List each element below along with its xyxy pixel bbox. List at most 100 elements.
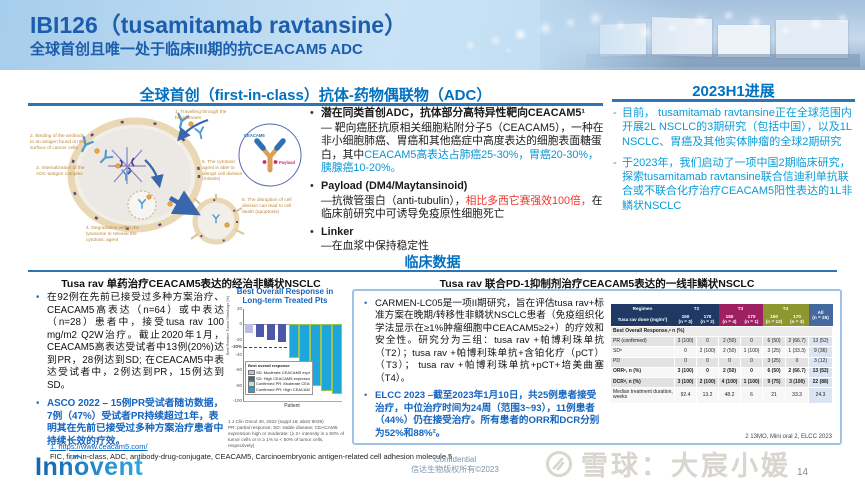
table-row-label: PD (610, 356, 675, 368)
diagram-step-label: 2. Binding of the antibody to an antigen… (30, 134, 86, 151)
slide-title: IBI126（tusamitamab ravtansine） (30, 12, 408, 38)
slide-header: IBI126（tusamitamab ravtansine） 全球首创且唯一处于… (0, 0, 865, 70)
table-header-cell: 150 (n = 3) (674, 312, 697, 327)
table-row: SDᵇ 0 2 (100) 2 (50) 1 (100) 3 (25) 1 (33.3) 9 … (610, 346, 834, 358)
bullet-marker: - (613, 156, 617, 169)
diagram-step-label: 4. Degradation within the lysosome to re… (86, 226, 140, 243)
table-cell: 0 (740, 366, 764, 378)
bullet-marker: • (36, 398, 40, 410)
adc-bullet-text: —抗微管蛋白（anti-tubulin）， (321, 194, 466, 207)
chart-bar (277, 324, 286, 342)
table-cell: 4 (100) (718, 376, 742, 388)
adc-bullet-highlight: CEACAM5高表达占肺癌25-30%，胃癌20-30%，胰腺癌10-20%。 (321, 148, 599, 175)
payload-icon (94, 121, 230, 228)
table-cell: 0 (695, 336, 720, 348)
watermark-text: 雪球：大宸小媛 (581, 451, 791, 481)
table-header-cell: Regimen (610, 304, 675, 313)
table-row: ORRᶜ, n (%) 3 (100) 0 2 (50) 0 6 (50) 2 (66.7)… (610, 366, 834, 378)
chart-title: Best Overall Response in Long-term Treat… (236, 287, 334, 305)
mono-bullet-asco: ASCO 2022 – 15例PR受试者随访数据，7例（47%）受试者PR持续超… (47, 398, 224, 447)
legend-swatch (248, 369, 255, 376)
chart-bar (266, 324, 276, 341)
table-header-cell: 170 (n = 1) (740, 312, 763, 327)
confidential-notice: Confidential 信达生物版权所有©2023 (380, 455, 530, 476)
adc-bullet-list: • 潜在同类首创ADC，抗体部分高特异性靶向CEACAM5¹ — 靶向癌胚抗原相… (310, 107, 606, 258)
table-cell: 3 (100) (674, 336, 697, 348)
adc-bullet-body: — 靶向癌胚抗原相关细胞粘附分子5（CEACAM5），一种在非小细胞肺癌、胃癌和… (321, 122, 606, 176)
adc-mechanism-illustration: CEACAM5 Payload (67, 112, 302, 245)
y-tick-label: -100 (232, 397, 242, 403)
table-header-cell: Tusa rav dose (mg/m²) (610, 312, 675, 327)
results-table: Regimen T2 T3 T4 All (n = 25) Tusa rav dose (… (609, 304, 834, 404)
light-dots-decoration (0, 0, 1, 1)
chart-plot: 20 0 -20 -40 -60 -80 -100 -30% (231, 306, 343, 403)
legend-label: Confirmed PR: High CEACAM5 expressor (256, 387, 310, 393)
table-section-row: Best Overall Response,ᵃ n (%) (609, 326, 834, 338)
table-header-cell: 170 (n = 2) (696, 312, 719, 327)
adc-bullet-text: — 靶向癌胚抗原相关细胞粘附分子5（CEACAM5），一种在非小细胞肺癌、胃癌和… (321, 121, 604, 161)
combo-bullet: CARMEN-LC05是一项II期研究，旨在评估tusa rav+标准方案在晚期… (375, 298, 604, 384)
table-cell: 6 (740, 386, 764, 404)
y-tick-label: -40 (235, 351, 242, 357)
adc-mechanism-diagram: CEACAM5 Payload 1. Travelling through th… (30, 108, 308, 250)
table-cell: 3 (25) (762, 356, 787, 368)
photo-fade-overlay (540, 0, 865, 70)
adc-bullet-red-highlight: 相比多西它赛强效100倍， (465, 194, 592, 207)
legend-swatch (248, 375, 255, 382)
confidential-label: Confidential (433, 455, 477, 464)
table-header-cell: T3 (718, 304, 763, 313)
legend-swatch (248, 387, 255, 393)
diagram-step-label: 6. The disruption of cell division can l… (242, 198, 292, 215)
innovent-logo-text: Innovent (35, 453, 144, 481)
combo-panel: • CARMEN-LC05是一项II期研究，旨在评估tusa rav+标准方案在… (352, 289, 842, 445)
reference-link[interactable]: 1. https://www.ceacam5.com/ (50, 442, 148, 451)
bullet-marker: • (310, 179, 314, 192)
bullet-marker: • (310, 107, 314, 119)
cancer-cell (67, 117, 203, 233)
table-cell: 0 (740, 336, 764, 348)
logo-accent-arc (71, 455, 83, 463)
innovent-logo: Innovent (35, 453, 143, 482)
progress-bullet: 目前， tusamitamab ravtansine正在全球范围内开展2L NS… (622, 107, 852, 148)
progress-bullet: 于2023年，我们启动了一项中国2期临床研究，探索tusamitamab rav… (622, 156, 853, 212)
bullet-marker: • (310, 225, 314, 238)
waterfall-chart: Best Overall Response in Long-term Treat… (226, 287, 344, 409)
table-cell: 92.4 (674, 386, 697, 404)
pr-threshold-label: -30% (231, 344, 242, 350)
diagram-step-label: 1. Travelling through the bloodstream (175, 110, 227, 121)
legend-label: Confirmed PR: Moderate CEACAM5 expressor (256, 381, 310, 387)
y-tick-label: -20 (235, 336, 242, 342)
legend-item: SD: Moderate CEACAM5 expressor (248, 370, 310, 376)
table-cell: 48.2 (718, 386, 742, 404)
table-row-label: ORRᶜ, n (%) (610, 366, 675, 378)
y-tick-label: 0 (239, 321, 242, 327)
table-cell: 0 (718, 356, 742, 368)
copyright-label: 信达生物版权所有©2023 (411, 465, 499, 475)
combo-bullet-list: • CARMEN-LC05是一项II期研究，旨在评估tusa rav+标准方案在… (364, 298, 604, 445)
table-row: PR (confirmed) 3 (100) 0 2 (50) 0 6 (50) 2 (66… (610, 336, 834, 348)
chart-bar (299, 324, 310, 362)
table-cell: 3 (25) (762, 346, 787, 358)
clinical-data-header: 临床数据 (404, 254, 461, 270)
y-tick-label: -60 (235, 367, 242, 373)
table-cell: 33.3 (785, 386, 810, 404)
table-row: Median treatment duration, weeks 92.4 13.2… (610, 386, 834, 404)
legend-title: Best overall response (248, 363, 290, 369)
table-cell: 2 (100) (695, 346, 720, 358)
legend-item: SD: High CEACAM5 expressor (248, 376, 310, 382)
table-row-label: SDᵇ (610, 346, 675, 358)
table-cell: 13.2 (695, 386, 720, 404)
table-cell: 21 (762, 386, 787, 404)
chart-bar (255, 324, 265, 337)
table-cell: 2 (50) (718, 346, 742, 358)
table-header-cell: 170 (n = 3) (785, 312, 809, 327)
progress-bullet-list: - 目前， tusamitamab ravtansine正在全球范围内开展2L … (613, 106, 856, 220)
table-cell: 3 (100) (785, 376, 810, 388)
adc-bullet-heading: Payload (DM4/Maytansinoid) (321, 179, 468, 192)
page-number: 14 (797, 467, 809, 478)
inset-antigen-label: CEACAM5 (244, 133, 265, 138)
table-cell: 0 (785, 356, 810, 368)
table-cell: 3 (12) (808, 356, 834, 368)
chart-x-axis-label: Patient (284, 402, 300, 409)
